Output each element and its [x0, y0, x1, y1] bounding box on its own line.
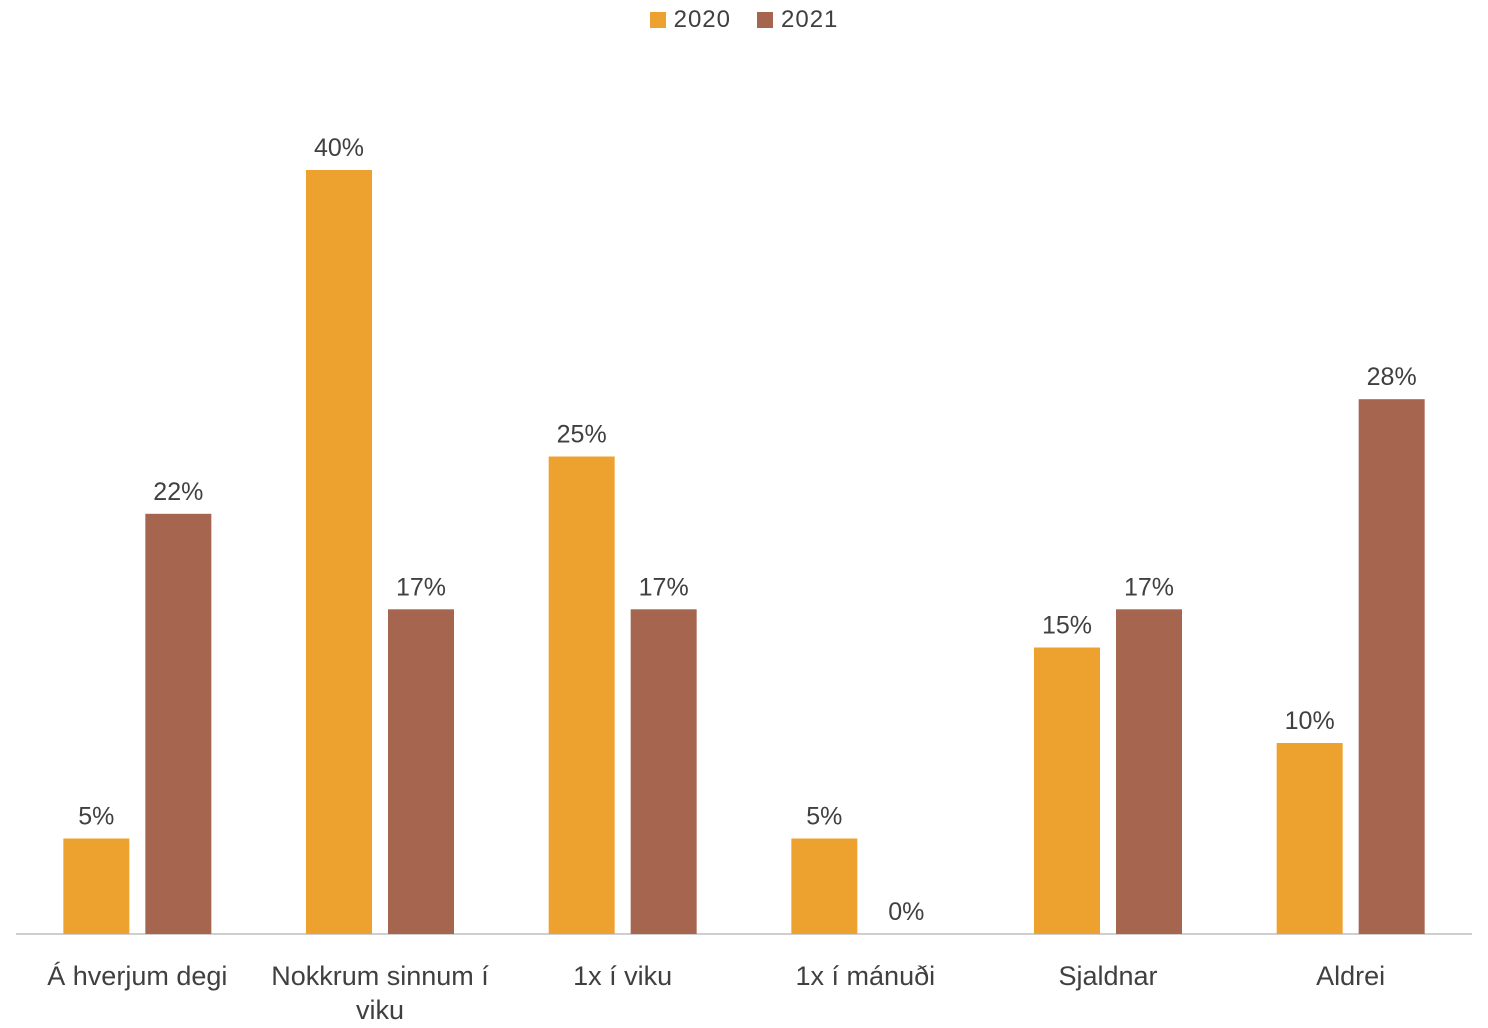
bar-2021-2 [630, 609, 697, 934]
bar-2020-3 [791, 838, 858, 934]
bar-2021-1 [388, 609, 454, 934]
legend-item-2020: 2020 [649, 6, 731, 34]
legend-item-2021: 2021 [757, 6, 838, 34]
bar-2020-2 [548, 456, 615, 934]
category-label-2: 1x í viku [573, 961, 672, 991]
category-label-3: 1x í mánuði [796, 961, 936, 991]
category-label-1: Nokkrum sinnum í viku [271, 961, 489, 1025]
data-label-2021-4: 17% [1124, 573, 1174, 601]
legend-label-2020: 2020 [673, 6, 731, 33]
data-label-2020-3: 5% [806, 803, 842, 831]
category-label-4: Sjaldnar [1058, 961, 1157, 991]
data-label-2020-2: 25% [557, 421, 607, 449]
category-label-5: Aldrei [1316, 961, 1385, 991]
bar-2020-1 [306, 170, 372, 934]
data-label-2021-1: 17% [396, 573, 446, 601]
data-label-2021-5: 28% [1367, 363, 1417, 391]
data-label-2020-5: 10% [1285, 707, 1335, 735]
bar-2020-4 [1034, 647, 1100, 934]
data-label-2020-4: 15% [1042, 612, 1092, 640]
data-label-2021-3: 0% [888, 898, 924, 926]
legend-swatch-2020 [649, 12, 666, 28]
data-label-2021-0: 22% [153, 478, 203, 506]
bar-2021-4 [1116, 609, 1182, 934]
bar-2021-5 [1358, 399, 1425, 934]
data-label-2021-2: 17% [639, 573, 689, 601]
chart-legend: 2020 2021 [0, 6, 1488, 34]
data-label-2020-1: 40% [314, 134, 364, 162]
bar-2021-0 [145, 513, 212, 934]
category-label-0: Á hverjum degi [47, 961, 227, 991]
bar-2020-5 [1276, 743, 1343, 934]
bar-2020-0 [63, 838, 130, 934]
data-label-2020-0: 5% [78, 803, 114, 831]
legend-label-2021: 2021 [781, 6, 839, 33]
legend-swatch-2021 [757, 12, 773, 28]
